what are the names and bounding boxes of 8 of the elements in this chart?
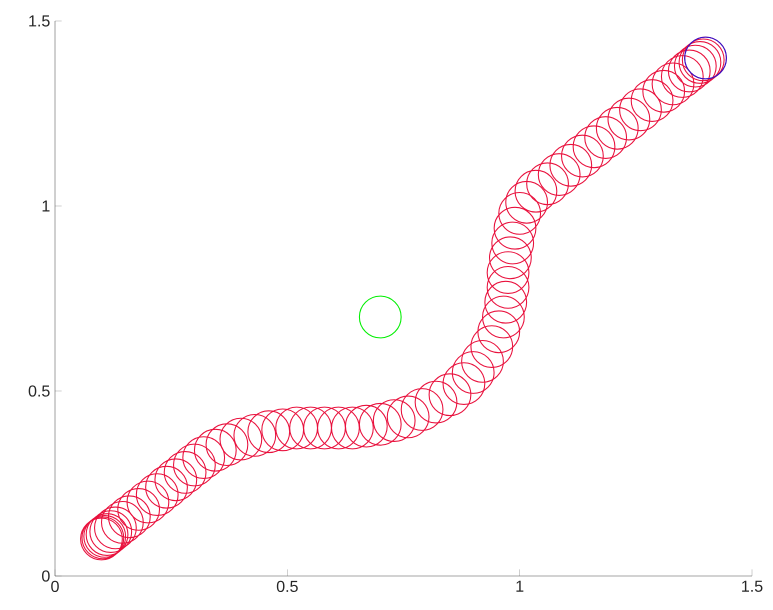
y-tick-label: 0.5 — [28, 385, 50, 397]
x-tick-label: 1 — [516, 580, 524, 592]
x-tick-label: 0 — [51, 580, 59, 592]
x-tick-label: 0.5 — [276, 580, 298, 592]
x-tick-label: 1.5 — [742, 580, 762, 592]
y-tick-label: 0 — [42, 570, 50, 582]
y-tick-label: 1 — [42, 200, 50, 212]
y-tick-label: 1.5 — [29, 15, 50, 27]
